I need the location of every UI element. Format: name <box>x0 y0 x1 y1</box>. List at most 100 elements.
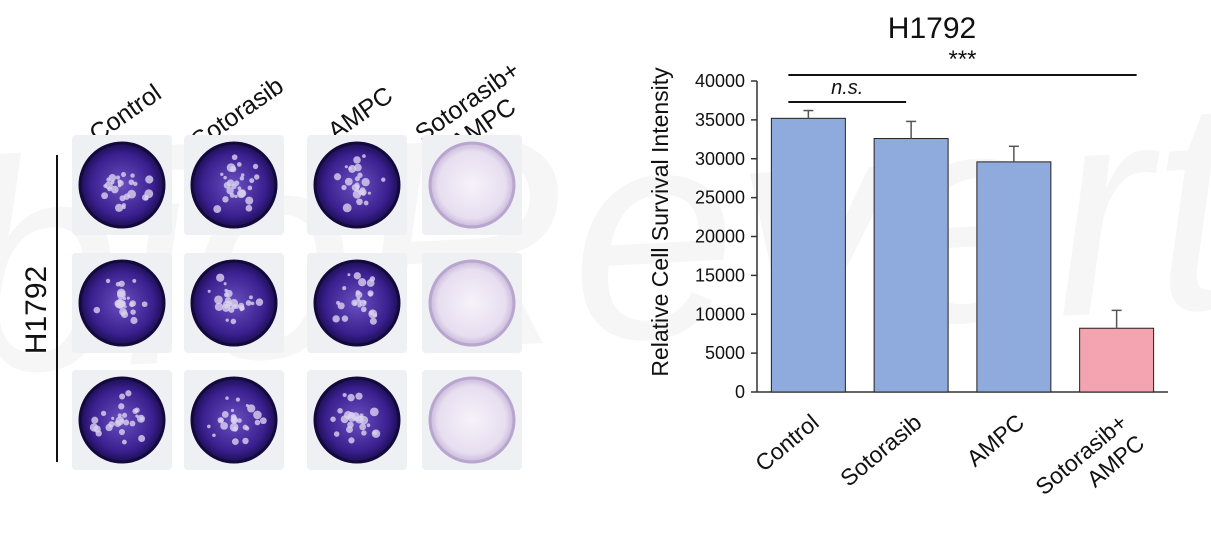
colony-speck <box>107 186 112 192</box>
y-tick-label: 35000 <box>695 110 745 130</box>
colony-speck <box>225 318 229 322</box>
colony-speck <box>236 189 246 199</box>
colony-speck <box>121 439 127 445</box>
colony-speck <box>249 295 253 300</box>
colony-speck <box>357 303 362 308</box>
colony-speck <box>255 298 264 306</box>
colony-speck <box>108 173 117 182</box>
colony-speck <box>223 282 227 286</box>
colony-speck <box>253 174 260 180</box>
bar <box>976 161 1052 393</box>
colony-speck <box>355 392 363 400</box>
colony-speck <box>212 433 216 438</box>
colony-speck <box>93 306 101 314</box>
colony-speck <box>348 166 352 171</box>
colony-speck <box>247 185 253 191</box>
colony-speck <box>341 184 347 191</box>
colony-speck <box>123 193 130 200</box>
colony-speck <box>144 189 154 199</box>
colony-speck <box>118 403 125 410</box>
well <box>428 259 516 347</box>
y-tick-label: 40000 <box>695 71 745 91</box>
colony-speck <box>254 419 261 426</box>
colony-speck <box>221 411 229 418</box>
y-tick-label: 15000 <box>695 265 745 285</box>
colony-speck <box>118 300 126 308</box>
colony-speck <box>135 414 139 418</box>
colony-speck <box>247 404 256 413</box>
bar <box>1079 327 1155 393</box>
y-tick-label: 5000 <box>705 343 745 363</box>
colony-speck <box>341 315 349 322</box>
colony-speck <box>139 416 144 421</box>
colony-speck <box>333 431 340 437</box>
cell-line-label: H1792 <box>20 266 53 354</box>
colony-speck <box>132 278 137 283</box>
well <box>428 141 516 229</box>
colony-speck <box>125 390 132 397</box>
colony-speck <box>237 418 242 424</box>
colony-speck <box>105 423 113 432</box>
y-tick-label: 20000 <box>695 227 745 247</box>
colony-speck <box>361 430 367 436</box>
colony-speck <box>119 393 126 400</box>
colony-speck <box>240 173 245 177</box>
colony-speck <box>101 192 109 200</box>
colony-speck <box>358 278 367 287</box>
colony-speck <box>333 173 342 181</box>
colony-speck <box>371 429 381 438</box>
colony-speck <box>259 417 267 425</box>
colony-speck <box>117 413 122 418</box>
colony-speck <box>230 166 237 173</box>
y-tick-label: 0 <box>735 382 745 402</box>
colony-speck <box>220 172 224 176</box>
colony-speck <box>133 181 138 186</box>
colony-speck <box>110 185 119 194</box>
colony-speck <box>344 177 353 186</box>
colony-speck <box>355 184 360 189</box>
colony-speck <box>225 289 233 298</box>
colony-speck <box>359 423 367 431</box>
colony-speck <box>220 422 229 430</box>
y-tick-label: 25000 <box>695 188 745 208</box>
colony-speck <box>231 154 238 161</box>
x-tick-label: Sotorasib+AMPC <box>1030 409 1149 521</box>
colony-speck <box>117 179 122 184</box>
colony-speck <box>214 295 223 305</box>
colony-speck <box>120 172 127 178</box>
colony-speck <box>230 408 235 413</box>
colony-speck <box>347 273 351 277</box>
colony-speck <box>381 177 386 182</box>
colony-speck <box>114 420 122 428</box>
colony-speck <box>138 435 146 442</box>
colony-speck <box>361 177 370 187</box>
colony-speck <box>116 175 121 180</box>
colony-speck <box>367 191 371 195</box>
colony-speck <box>119 307 127 316</box>
colony-speck <box>354 176 360 182</box>
colony-speck <box>337 302 345 310</box>
colony-speck <box>353 156 361 164</box>
colony-speck <box>229 192 235 198</box>
significance-label: *** <box>948 46 976 73</box>
x-tick-label-line: Control <box>750 409 824 477</box>
colony-speck <box>369 317 377 325</box>
y-axis-label: Relative Cell Survival Intensity <box>647 67 673 377</box>
colony-speck <box>245 300 252 306</box>
colony-speck <box>117 184 122 188</box>
colony-speck <box>222 300 231 309</box>
y-tick-label: 30000 <box>695 149 745 169</box>
colony-speck <box>222 196 229 203</box>
colony-speck <box>249 178 255 184</box>
colony-speck <box>342 286 347 291</box>
colony-speck <box>348 411 355 418</box>
colony-speck <box>347 393 355 402</box>
colony-speck <box>239 307 244 312</box>
colony-speck <box>367 290 374 297</box>
colony-speck <box>223 175 227 180</box>
colony-speck <box>114 203 124 212</box>
bar <box>873 138 949 393</box>
colony-speck <box>122 412 128 418</box>
colony-speck <box>144 196 149 201</box>
colony-speck <box>216 273 225 282</box>
